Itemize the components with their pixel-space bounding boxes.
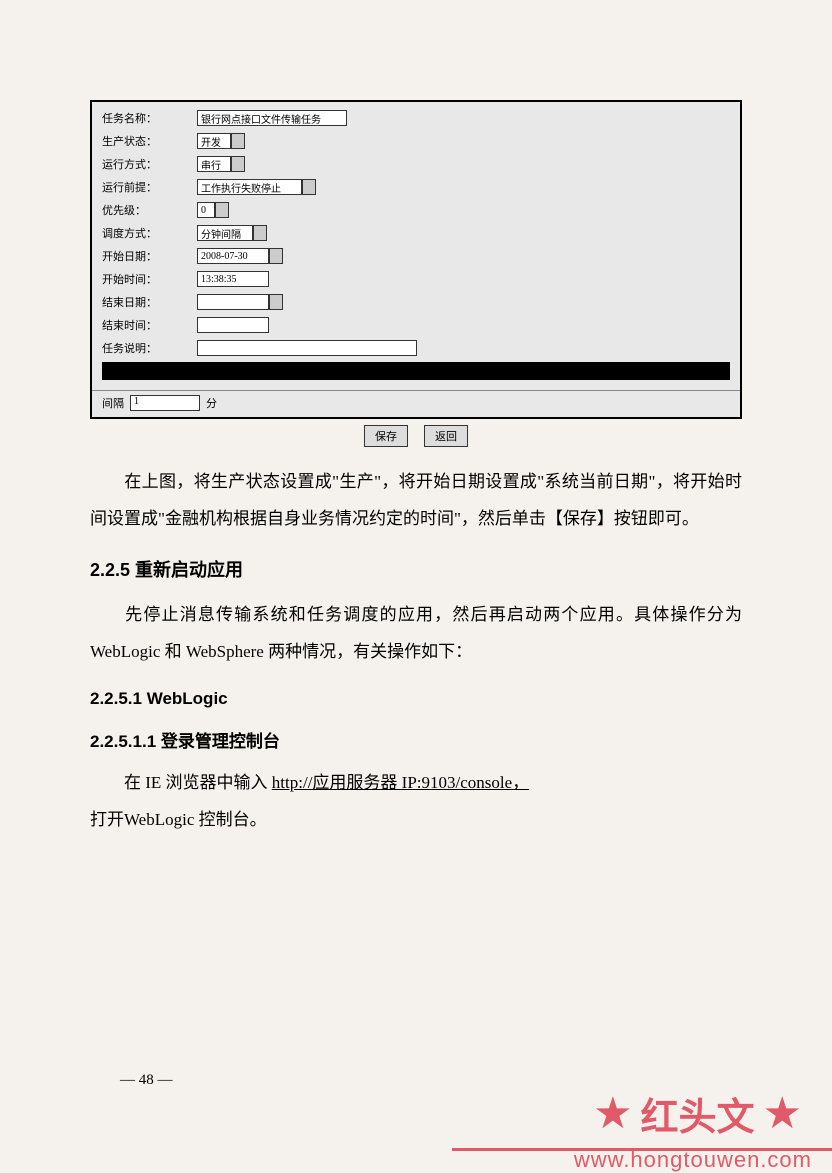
save-button[interactable]: 保存 [364,425,408,447]
calendar-icon[interactable] [269,248,283,264]
label-priority: 优先级： [102,202,197,218]
row-prod-status: 生产状态： 开发 [102,131,730,151]
label-schedule-mode: 调度方式： [102,225,197,241]
row-interval: 间隔 1 分 [92,390,740,417]
paragraph-2-text: 先停止消息传输系统和任务调度的应用，然后再启动两个应用。具体操作分为 WebLo… [90,605,742,661]
dropdown-icon[interactable] [231,156,245,172]
label-run-mode: 运行方式： [102,156,197,172]
paragraph-3: 在 IE 浏览器中输入 http://应用服务器 IP:9103/console… [90,764,742,839]
watermark-url: www.hongtouwen.com [574,1147,812,1173]
heading-2-2-5-1-1: 2.2.5.1.1 登录管理控制台 [90,727,742,752]
watermark: ★ 红头文 ★ [593,1086,802,1141]
label-run-premise: 运行前提： [102,179,197,195]
row-end-date: 结束日期： [102,292,730,312]
star-icon: ★ [593,1092,632,1136]
select-priority[interactable]: 0 [197,202,215,218]
calendar-icon[interactable] [269,294,283,310]
input-start-time[interactable]: 13:38:35 [197,271,269,287]
watermark-text: 红头文 [641,1086,755,1141]
row-start-date: 开始日期： 2008-07-30 [102,246,730,266]
paragraph-1-text: 在上图，将生产状态设置成"生产"，将开始日期设置成"系统当前日期"，将开始时间设… [90,472,742,528]
row-end-time: 结束时间： [102,315,730,335]
label-end-date: 结束日期： [102,294,197,310]
label-prod-status: 生产状态： [102,133,197,149]
paragraph-3a-text: 在 IE 浏览器中输入 [124,773,272,792]
label-task-desc: 任务说明： [102,340,197,356]
dropdown-icon[interactable] [253,225,267,241]
dropdown-icon[interactable] [302,179,316,195]
select-schedule-mode[interactable]: 分钟间隔 [197,225,253,241]
select-run-premise[interactable]: 工作执行失败停止 [197,179,302,195]
select-prod-status[interactable]: 开发 [197,133,231,149]
button-row: 保存 返回 [90,425,742,447]
row-run-mode: 运行方式： 串行 [102,154,730,174]
row-task-name: 任务名称： 银行网点接口文件传输任务 [102,108,730,128]
row-priority: 优先级： 0 [102,200,730,220]
dropdown-icon[interactable] [231,133,245,149]
console-url: http://应用服务器 IP:9103/console， [272,773,529,792]
page-number: — 48 — [120,1072,173,1089]
label-start-time: 开始时间： [102,271,197,287]
task-form-panel: 任务名称： 银行网点接口文件传输任务 生产状态： 开发 运行方式： 串行 运行前… [90,100,742,419]
input-end-time[interactable] [197,317,269,333]
input-interval[interactable]: 1 [130,395,200,411]
label-start-date: 开始日期： [102,248,197,264]
back-button[interactable]: 返回 [424,425,468,447]
input-task-desc[interactable] [197,340,417,356]
label-interval: 间隔 [102,395,124,411]
select-run-mode[interactable]: 串行 [197,156,231,172]
row-start-time: 开始时间： 13:38:35 [102,269,730,289]
row-run-premise: 运行前提： 工作执行失败停止 [102,177,730,197]
paragraph-1: 在上图，将生产状态设置成"生产"，将开始日期设置成"系统当前日期"，将开始时间设… [90,463,742,538]
paragraph-2: 先停止消息传输系统和任务调度的应用，然后再启动两个应用。具体操作分为 WebLo… [90,596,742,671]
input-end-date[interactable] [197,294,269,310]
label-task-name: 任务名称： [102,110,197,126]
star-icon: ★ [763,1092,802,1136]
heading-2-2-5-1: 2.2.5.1 WebLogic [90,689,742,709]
paragraph-3b-text: 打开WebLogic 控制台。 [90,810,267,829]
row-schedule-mode: 调度方式： 分钟间隔 [102,223,730,243]
input-start-date[interactable]: 2008-07-30 [197,248,269,264]
separator-bar [102,362,730,380]
row-task-desc: 任务说明： [102,338,730,358]
dropdown-icon[interactable] [215,202,229,218]
label-interval-unit: 分 [206,395,217,411]
heading-2-2-5: 2.2.5 重新启动应用 [90,556,742,582]
label-end-time: 结束时间： [102,317,197,333]
input-task-name[interactable]: 银行网点接口文件传输任务 [197,110,347,126]
